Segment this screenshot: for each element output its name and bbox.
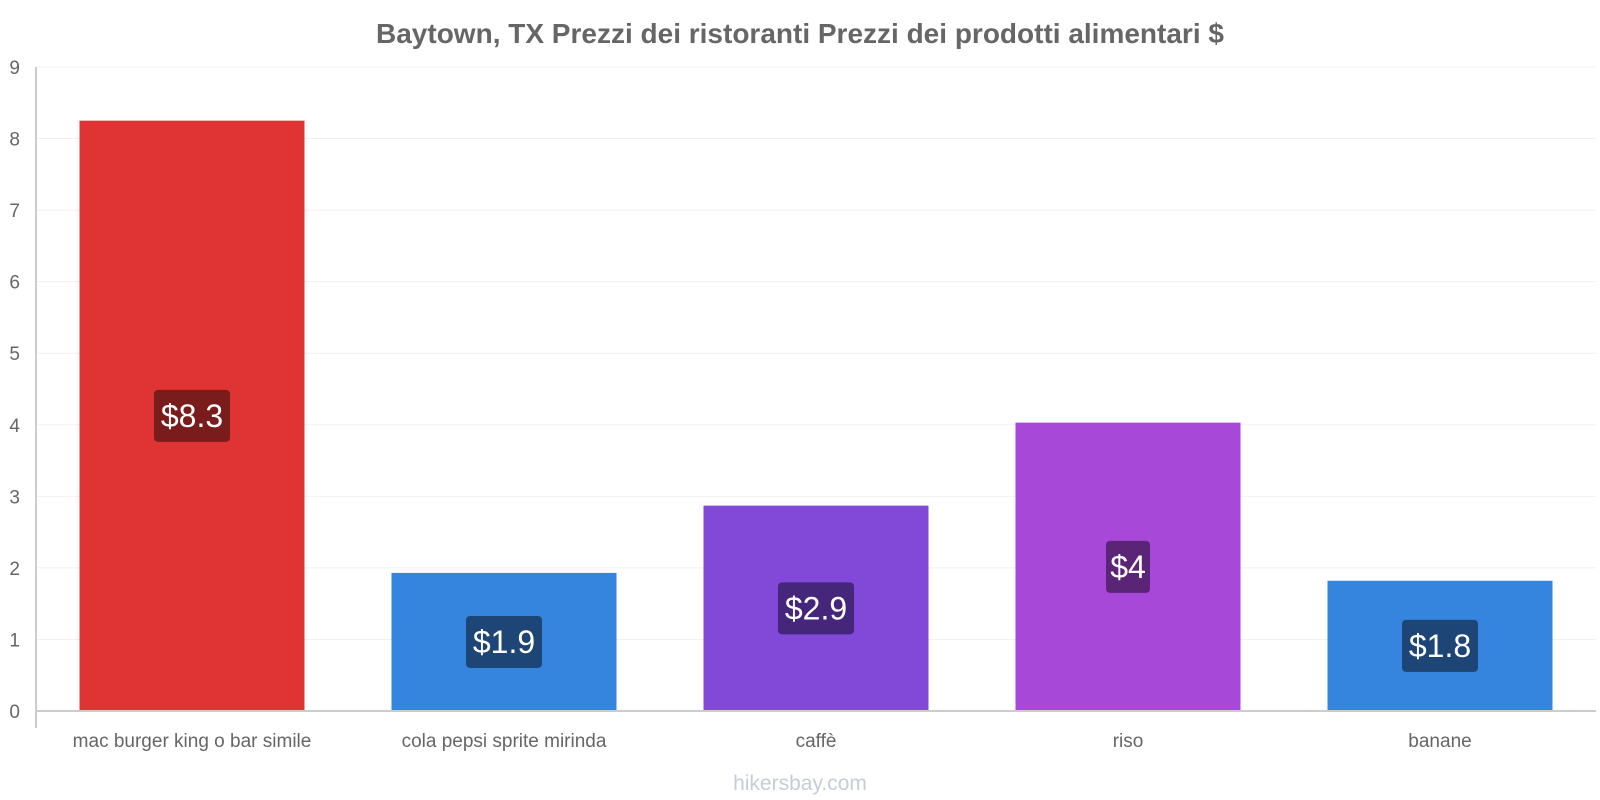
x-tick-label: caffè (796, 731, 837, 752)
data-label: $1.9 (473, 624, 535, 660)
y-tick-label: 8 (9, 130, 20, 151)
y-tick-label: 4 (9, 416, 20, 437)
watermark-text: hikersbay.com (733, 772, 867, 795)
x-tick-label: mac burger king o bar simile (73, 731, 312, 752)
y-tick-label: 3 (9, 487, 20, 508)
y-axis: 0 1 2 3 4 5 6 7 8 9 (9, 58, 37, 728)
y-tick-label: 9 (9, 58, 20, 79)
y-tick-label: 6 (9, 273, 20, 294)
data-label: $8.3 (161, 398, 223, 434)
data-label-background (466, 615, 542, 668)
data-label: $4 (1110, 549, 1146, 585)
data-label-background (1106, 540, 1150, 593)
data-label-background (154, 389, 230, 442)
data-label: $2.9 (785, 590, 847, 626)
y-tick-label: 0 (9, 702, 20, 723)
x-tick-label: cola pepsi sprite mirinda (402, 731, 607, 752)
data-label-background (778, 582, 854, 635)
value-labels: $8.3 $1.9 $2.9 $4 $1.8 (154, 389, 1478, 672)
data-label: $1.8 (1409, 628, 1471, 664)
chart-title: Baytown, TX Prezzi dei ristoranti Prezzi… (376, 18, 1224, 49)
x-tick-label: banane (1408, 731, 1471, 752)
y-tick-label: 5 (9, 344, 20, 365)
x-axis: mac burger king o bar simile cola pepsi s… (36, 710, 1596, 752)
y-tick-label: 2 (9, 559, 20, 580)
y-tick-label: 1 (9, 630, 20, 651)
y-tick-label: 7 (9, 201, 20, 222)
data-label-background (1402, 619, 1478, 672)
x-tick-label: riso (1113, 731, 1144, 752)
